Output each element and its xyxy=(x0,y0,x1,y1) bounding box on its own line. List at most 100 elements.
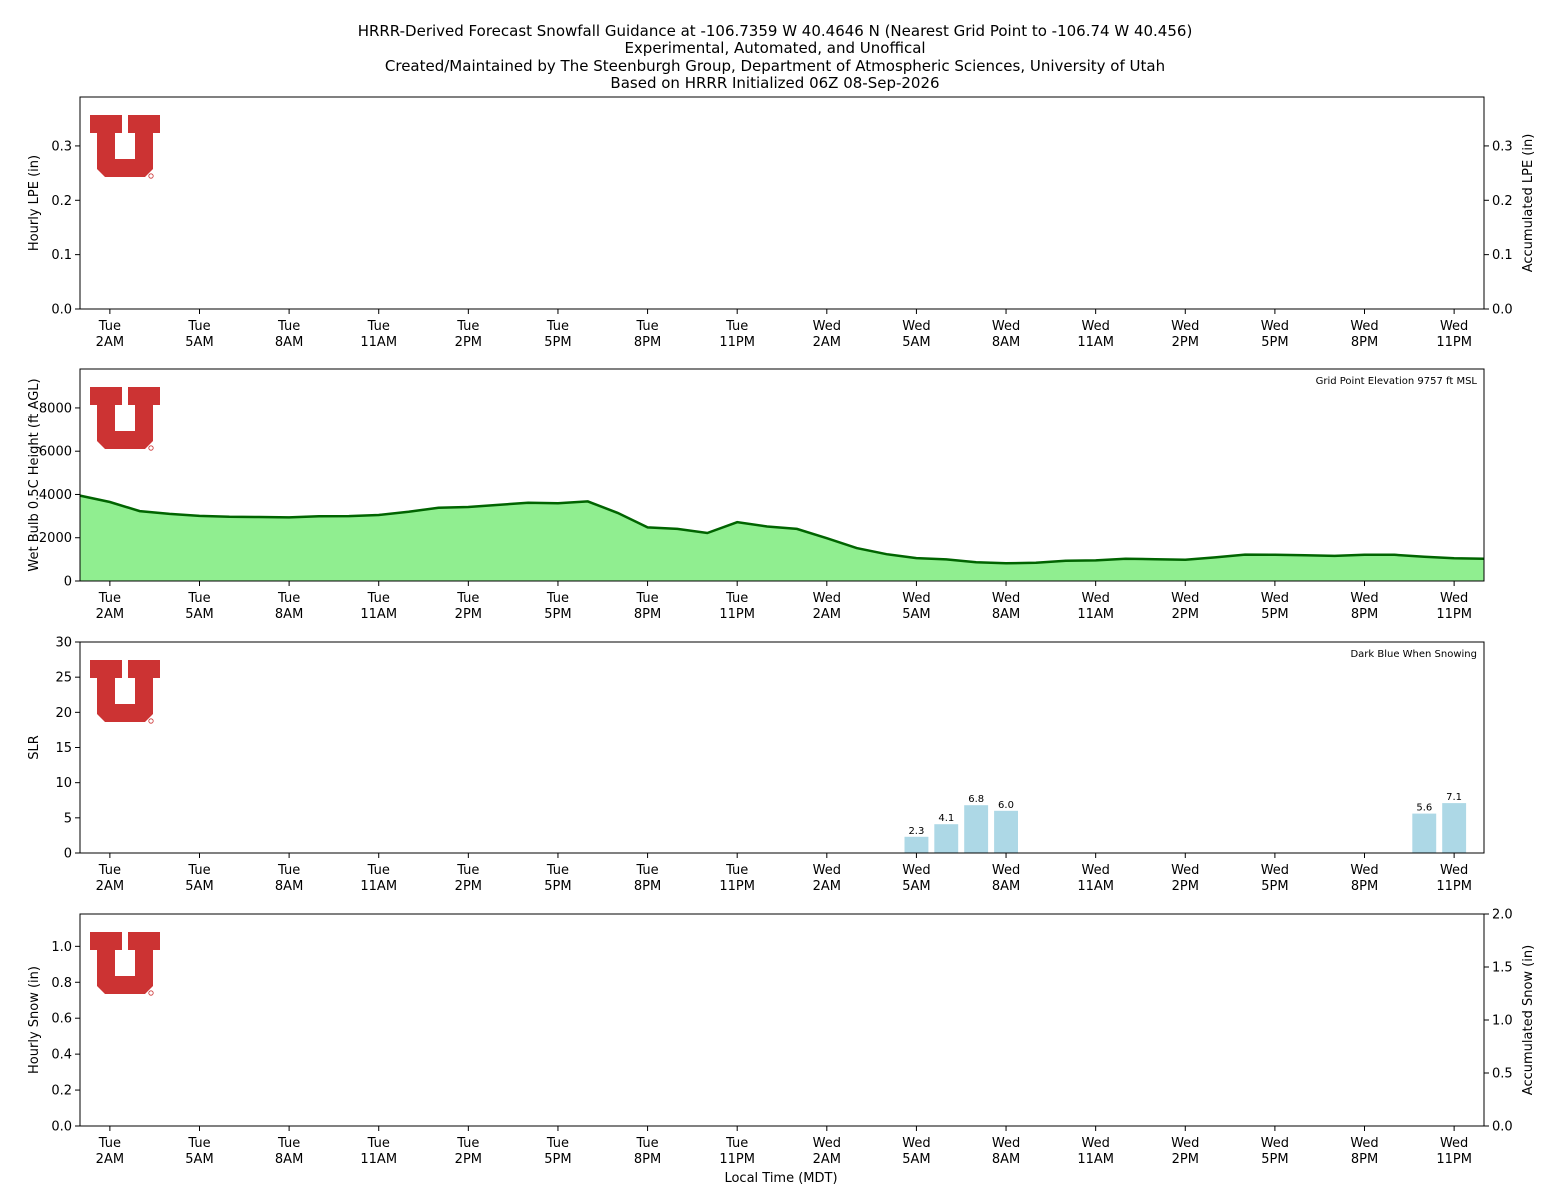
panel-1: 0.00.10.20.30.00.10.20.3Tue2AMTue5AMTue8… xyxy=(27,96,1536,350)
x-tick-label-day: Tue xyxy=(367,319,390,334)
x-tick-label-day: Tue xyxy=(546,863,569,878)
slr-bar-label: 2.3 xyxy=(908,826,924,837)
y-tick-label: 0.3 xyxy=(51,139,72,154)
x-tick-label-day: Tue xyxy=(635,863,658,878)
x-tick-label-time: 5PM xyxy=(544,879,571,894)
x-tick-label-day: Tue xyxy=(456,863,479,878)
slr-bar xyxy=(964,805,989,853)
x-tick-label-day: Wed xyxy=(813,591,841,606)
y-tick-label: 30 xyxy=(55,636,72,651)
x-tick-label-time: 11PM xyxy=(1436,879,1472,894)
y-right-tick-label: 0.1 xyxy=(1492,248,1513,263)
wetbulb-area-fill xyxy=(80,495,1484,581)
slr-bar-label: 6.0 xyxy=(998,800,1014,811)
x-tick-label-time: 8PM xyxy=(634,1152,661,1167)
x-tick-label-time: 5PM xyxy=(544,1152,571,1167)
panel-annotation: Dark Blue When Snowing xyxy=(1350,649,1477,660)
x-tick-label-day: Wed xyxy=(902,863,930,878)
slr-bar-label: 5.6 xyxy=(1416,803,1432,814)
y-axis-label: Hourly Snow (in) xyxy=(27,966,42,1074)
x-tick-label-time: 8AM xyxy=(992,335,1020,350)
y-tick-label: 0.1 xyxy=(51,248,72,263)
x-tick-label-day: Wed xyxy=(1171,863,1199,878)
x-tick-label-day: Wed xyxy=(813,1136,841,1151)
y-axis-label: SLR xyxy=(27,735,42,760)
x-tick-label-day: Tue xyxy=(187,319,210,334)
x-tick-label-time: 8PM xyxy=(634,335,661,350)
x-tick-label-time: 11AM xyxy=(1077,1152,1114,1167)
x-tick-label-day: Wed xyxy=(1440,319,1468,334)
x-tick-label-day: Wed xyxy=(1171,319,1199,334)
x-tick-label-time: 8PM xyxy=(634,879,661,894)
y-right-tick-label: 0.0 xyxy=(1492,1120,1513,1135)
y-tick-label: 0.8 xyxy=(51,976,72,991)
utah-u-logo-icon-3 xyxy=(90,660,160,724)
x-tick-label-day: Wed xyxy=(1171,591,1199,606)
x-tick-label-day: Wed xyxy=(1261,591,1289,606)
x-tick-label-time: 8PM xyxy=(634,607,661,622)
panel-2: 02000400060008000Tue2AMTue5AMTue8AMTue11… xyxy=(27,368,1485,622)
y-tick-label: 0.0 xyxy=(51,1120,72,1135)
utah-u-logo-icon-1 xyxy=(90,115,160,179)
x-tick-label-time: 8PM xyxy=(1351,335,1378,350)
registered-mark xyxy=(148,990,154,996)
figure-title: HRRR-Derived Forecast Snowfall Guidance … xyxy=(358,22,1193,92)
y-tick-label: 0.2 xyxy=(51,1084,72,1099)
x-tick-label-day: Wed xyxy=(1081,319,1109,334)
x-tick-label-day: Tue xyxy=(98,1136,121,1151)
x-tick-label-day: Tue xyxy=(98,319,121,334)
registered-mark xyxy=(148,173,154,179)
x-tick-label-time: 11AM xyxy=(360,335,397,350)
x-tick-label-day: Wed xyxy=(1350,591,1378,606)
y-right-tick-label: 0.2 xyxy=(1492,194,1513,209)
x-tick-label-day: Wed xyxy=(813,863,841,878)
x-tick-label-day: Tue xyxy=(725,319,748,334)
x-tick-label-time: 8AM xyxy=(992,879,1020,894)
x-tick-label-day: Wed xyxy=(1081,1136,1109,1151)
x-tick-label-time: 2AM xyxy=(96,1152,124,1167)
x-tick-label-time: 11AM xyxy=(360,607,397,622)
x-tick-label-time: 8AM xyxy=(275,879,303,894)
x-tick-label-time: 2AM xyxy=(96,607,124,622)
x-tick-label-day: Tue xyxy=(277,863,300,878)
x-tick-label-time: 11AM xyxy=(1077,335,1114,350)
y-tick-label: 25 xyxy=(55,671,72,686)
y-right-tick-label: 0.5 xyxy=(1492,1067,1513,1082)
x-tick-label-time: 2PM xyxy=(455,607,482,622)
x-tick-label-day: Tue xyxy=(277,1136,300,1151)
y-tick-label: 20 xyxy=(55,706,72,721)
y-tick-label: 15 xyxy=(55,741,72,756)
x-tick-label-day: Wed xyxy=(992,591,1020,606)
x-tick-label-time: 8AM xyxy=(275,335,303,350)
panel-frame xyxy=(79,641,1485,854)
x-tick-label-day: Tue xyxy=(98,863,121,878)
x-tick-label-time: 2PM xyxy=(1172,879,1199,894)
slr-bar xyxy=(904,836,929,853)
x-tick-label-time: 5AM xyxy=(185,1152,213,1167)
x-tick-label-time: 11PM xyxy=(1436,335,1472,350)
x-tick-label-day: Tue xyxy=(456,591,479,606)
x-tick-label-time: 5AM xyxy=(902,1152,930,1167)
x-tick-label-time: 2PM xyxy=(455,335,482,350)
x-tick-label-time: 11PM xyxy=(1436,607,1472,622)
x-tick-label-time: 2PM xyxy=(1172,335,1199,350)
x-tick-label-day: Tue xyxy=(635,319,658,334)
x-tick-label-day: Wed xyxy=(1350,863,1378,878)
x-tick-label-time: 11PM xyxy=(719,335,755,350)
x-tick-label-time: 5AM xyxy=(902,607,930,622)
x-tick-label-day: Wed xyxy=(902,1136,930,1151)
y-tick-label: 1.0 xyxy=(51,940,72,955)
utah-u-shape xyxy=(90,932,160,994)
x-tick-label-time: 2AM xyxy=(96,335,124,350)
y-tick-label: 2000 xyxy=(39,531,72,546)
x-tick-label-day: Wed xyxy=(902,591,930,606)
panel-3: 2.34.16.86.0 5.67.1051015202530Tue2AMTue5… xyxy=(27,636,1485,894)
x-tick-label-day: Wed xyxy=(1350,319,1378,334)
x-tick-label-day: Tue xyxy=(635,1136,658,1151)
x-tick-label-day: Wed xyxy=(1261,319,1289,334)
utah-u-shape xyxy=(90,660,160,722)
x-tick-label-time: 2AM xyxy=(96,879,124,894)
x-tick-label-time: 2PM xyxy=(455,879,482,894)
x-tick-label-day: Wed xyxy=(992,1136,1020,1151)
